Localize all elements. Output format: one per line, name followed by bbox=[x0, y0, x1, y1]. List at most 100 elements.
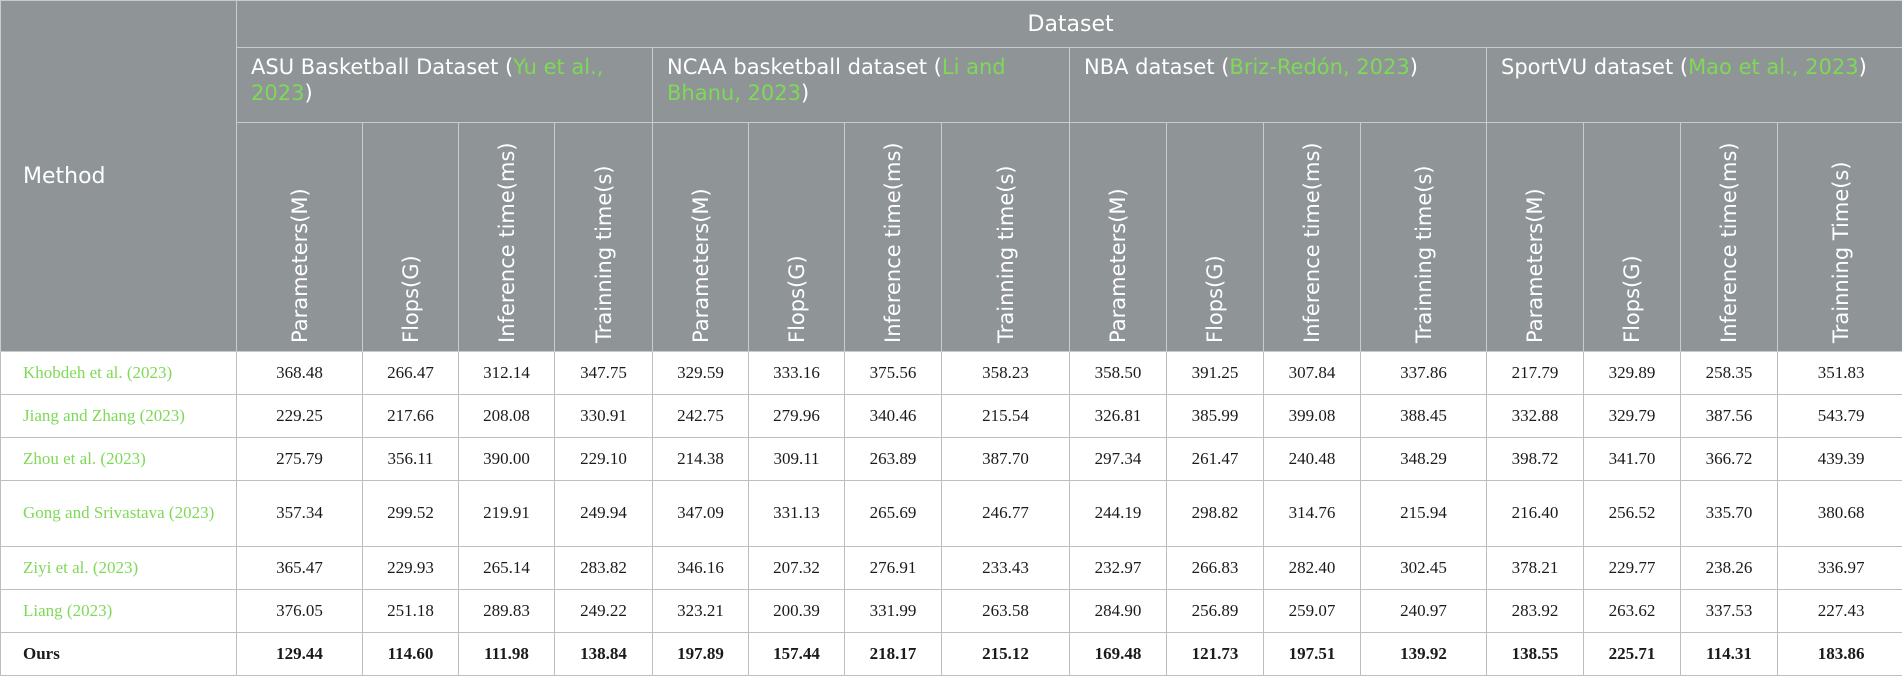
method-cell: Gong and Srivastava (2023) bbox=[0, 479, 237, 548]
value-cell: 329.59 bbox=[652, 351, 749, 395]
value-cell: 233.43 bbox=[941, 546, 1070, 590]
group-header-ncaa: NCAA basketball dataset (Li and Bhanu, 2… bbox=[652, 47, 1070, 123]
method-year-link[interactable]: 2023 bbox=[145, 405, 180, 425]
method-name-link[interactable]: Jiang and Zhang ( bbox=[23, 405, 146, 425]
value-cell: 251.18 bbox=[362, 588, 459, 633]
value-cell: 365.47 bbox=[236, 546, 363, 590]
citation-link[interactable]: Li and Bhanu, 2023 bbox=[667, 55, 1006, 105]
value-cell: 265.14 bbox=[458, 546, 555, 590]
value-cell: 261.47 bbox=[1166, 436, 1264, 481]
value-cell: 399.08 bbox=[1263, 393, 1361, 438]
value-cell: 208.08 bbox=[458, 393, 555, 438]
metric-header: Inference time(ms) bbox=[458, 122, 555, 352]
metric-header-label: Parameters(M) bbox=[688, 188, 713, 343]
value-cell: 263.58 bbox=[941, 588, 1070, 633]
value-cell: 215.94 bbox=[1360, 479, 1487, 548]
dataset-header: Dataset bbox=[235, 0, 1902, 48]
value-cell: 169.48 bbox=[1069, 631, 1167, 676]
value-cell: 348.29 bbox=[1360, 436, 1487, 481]
value-cell: 258.35 bbox=[1680, 351, 1778, 395]
metric-header: Inference time(ms) bbox=[1680, 122, 1778, 352]
method-name-link[interactable]: Liang ( bbox=[23, 600, 73, 620]
value-cell: 357.34 bbox=[236, 479, 363, 548]
value-cell: 279.96 bbox=[748, 393, 845, 438]
value-cell: 333.16 bbox=[748, 351, 845, 395]
citation-link[interactable]: Briz-Redón, 2023 bbox=[1229, 55, 1410, 79]
metric-header-label: Parameters(M) bbox=[1523, 188, 1547, 343]
value-cell: 297.34 bbox=[1069, 436, 1167, 481]
metric-header-label: Trainning time(s) bbox=[993, 165, 1018, 343]
value-cell: 217.66 bbox=[362, 393, 459, 438]
value-cell: 114.60 bbox=[362, 631, 459, 676]
metric-header-label: Flops(G) bbox=[1620, 255, 1644, 343]
method-close-paren: ) bbox=[179, 405, 185, 425]
metric-header: Parameters(M) bbox=[236, 122, 363, 352]
method-name-link[interactable]: Khobdeh et al. ( bbox=[23, 362, 133, 382]
value-cell: 229.77 bbox=[1583, 546, 1681, 590]
value-cell: 331.99 bbox=[844, 588, 942, 633]
metric-header-label: Flops(G) bbox=[784, 255, 809, 343]
value-cell: 284.90 bbox=[1069, 588, 1167, 633]
metric-header: Inference time(ms) bbox=[1263, 122, 1361, 352]
value-cell: 385.99 bbox=[1166, 393, 1264, 438]
method-year-link[interactable]: 2023 bbox=[72, 600, 107, 620]
value-cell: 391.25 bbox=[1166, 351, 1264, 395]
metric-header-label: Inference time(ms) bbox=[1300, 142, 1324, 343]
method-name-link[interactable]: Gong and Srivastava ( bbox=[23, 503, 175, 523]
table-row: Zhou et al. (2023) 275.79 356.11 390.00 229.… bbox=[0, 436, 1902, 481]
metric-header: Parameters(M) bbox=[1486, 122, 1584, 352]
table-row: Khobdeh et al. (2023) 368.48 266.47 312.14 3… bbox=[0, 351, 1902, 395]
metric-header-label: Inference time(ms) bbox=[1717, 142, 1741, 343]
metric-header-label: Inference time(ms) bbox=[881, 142, 905, 343]
method-name-link[interactable]: Ziyi et al. ( bbox=[23, 557, 99, 577]
value-cell: 356.11 bbox=[362, 436, 459, 481]
value-cell: 240.97 bbox=[1360, 588, 1487, 633]
value-cell: 282.40 bbox=[1263, 546, 1361, 590]
value-cell: 232.97 bbox=[1069, 546, 1167, 590]
method-year-link[interactable]: 2023 bbox=[174, 503, 209, 523]
method-name: Ours bbox=[23, 643, 60, 663]
method-close-paren: ) bbox=[166, 362, 173, 382]
value-cell: 340.46 bbox=[844, 393, 942, 438]
method-cell: Ours bbox=[0, 631, 237, 676]
method-year-link[interactable]: 2023 bbox=[106, 448, 141, 468]
value-cell: 229.10 bbox=[554, 436, 653, 481]
metric-header: Inference time(ms) bbox=[844, 122, 942, 352]
value-cell: 380.68 bbox=[1776, 479, 1902, 548]
group-header-sportvu: SportVU dataset (Mao et al., 2023) bbox=[1485, 47, 1902, 123]
method-year-link[interactable]: 2023 bbox=[132, 362, 167, 382]
value-cell: 289.83 bbox=[458, 588, 555, 633]
value-cell: 390.00 bbox=[458, 436, 555, 481]
method-close-paren: ) bbox=[140, 448, 146, 468]
value-cell: 259.07 bbox=[1263, 588, 1361, 633]
method-year-link[interactable]: 2023 bbox=[98, 557, 133, 577]
value-cell: 214.38 bbox=[652, 436, 749, 481]
value-cell: 200.39 bbox=[748, 588, 845, 633]
value-cell: 283.82 bbox=[554, 546, 653, 590]
method-cell: Liang (2023) bbox=[0, 588, 237, 633]
value-cell: 323.21 bbox=[652, 588, 749, 633]
method-close-paren: ) bbox=[132, 557, 139, 577]
metric-header: Parameters(M) bbox=[652, 122, 749, 352]
citation-link[interactable]: Mao et al., 2023 bbox=[1688, 55, 1859, 79]
value-cell: 197.89 bbox=[652, 631, 749, 676]
metric-header: Trainning time(s) bbox=[941, 122, 1070, 352]
value-cell: 358.50 bbox=[1069, 351, 1167, 395]
value-cell: 302.45 bbox=[1360, 546, 1487, 590]
metric-header: Flops(G) bbox=[362, 122, 459, 352]
metric-header-label: Flops(G) bbox=[1203, 255, 1227, 343]
value-cell: 398.72 bbox=[1486, 436, 1584, 481]
metric-header-label: Flops(G) bbox=[398, 255, 423, 343]
metric-header: Flops(G) bbox=[1166, 122, 1264, 352]
metric-header-label: Trainning time(s) bbox=[591, 165, 616, 343]
citation-link[interactable]: Yu et al., 2023 bbox=[251, 55, 604, 105]
metric-header: Trainning Time(s) bbox=[1776, 122, 1902, 352]
value-cell: 275.79 bbox=[236, 436, 363, 481]
method-name-link[interactable]: Zhou et al. ( bbox=[23, 448, 107, 468]
value-cell: 329.79 bbox=[1583, 393, 1681, 438]
value-cell: 240.48 bbox=[1263, 436, 1361, 481]
metric-header-label: Parameters(M) bbox=[1106, 188, 1130, 343]
value-cell: 217.79 bbox=[1486, 351, 1584, 395]
value-cell: 337.53 bbox=[1680, 588, 1778, 633]
